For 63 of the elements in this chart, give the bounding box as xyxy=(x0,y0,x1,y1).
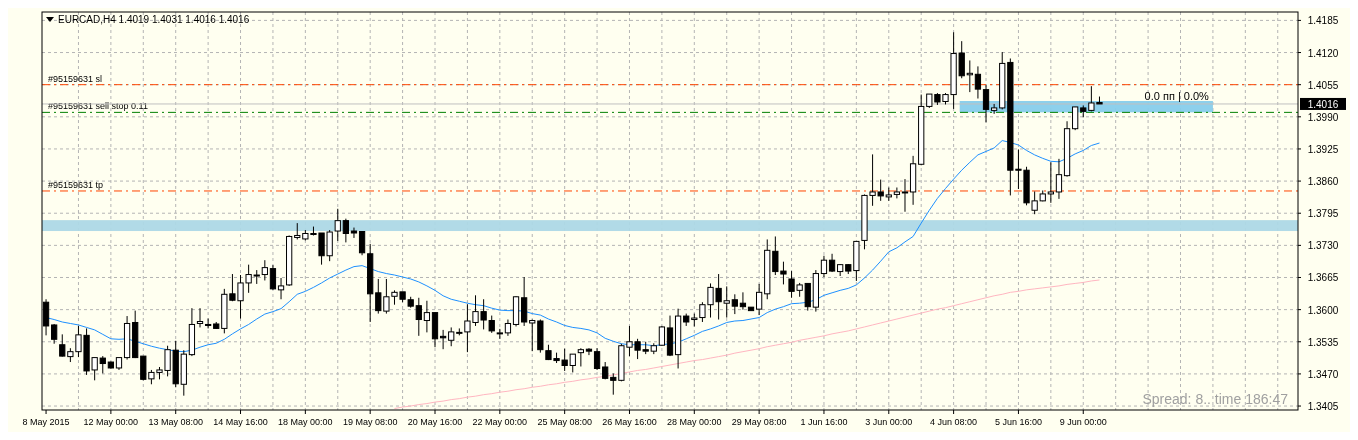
candlestick xyxy=(261,259,268,281)
candlestick xyxy=(756,283,763,316)
y-tick-label: 1.3925 xyxy=(1307,143,1339,155)
candlestick xyxy=(974,65,982,100)
x-tick-label: 20 May 16:00 xyxy=(407,417,463,427)
x-tick-label: 14 May 16:00 xyxy=(213,417,268,427)
text: Spread: 8.. time 186:47 xyxy=(1142,391,1289,407)
x-tick-label: 26 May 16:00 xyxy=(602,417,657,427)
ref-line-label: #95159631 sell stop 0.11 xyxy=(48,101,148,112)
candlestick xyxy=(448,326,455,347)
candlestick xyxy=(982,84,990,123)
y-tick-label: 1.3860 xyxy=(1307,176,1339,188)
y-tick-label: 1.3535 xyxy=(1307,336,1339,348)
candlestick xyxy=(1047,161,1054,204)
y-tick-label: 1.3665 xyxy=(1307,272,1339,284)
y-tick-label: 1.4185 xyxy=(1307,15,1339,27)
chart-title: EURCAD,H4 1.4019 1.4031 1.4016 1.4016 xyxy=(58,14,250,25)
candlestick xyxy=(1072,106,1079,131)
x-tick-label: 29 May 08:00 xyxy=(731,417,787,427)
candlestick xyxy=(277,277,285,300)
candlestick xyxy=(593,347,601,371)
candlestick xyxy=(423,300,431,333)
line-series xyxy=(393,279,1100,410)
x-tick-label: 5 Jun 16:00 xyxy=(994,417,1042,427)
y-tick-label: 1.4055 xyxy=(1307,79,1339,91)
candlestick xyxy=(893,187,901,199)
ref-line-label: 1.4016 xyxy=(1307,98,1339,110)
x-tick-label: 12 May 00:00 xyxy=(83,417,139,427)
candlestick xyxy=(991,103,998,115)
x-tick-label: 19 May 08:00 xyxy=(342,417,398,427)
candlestick xyxy=(196,307,204,328)
candlestick xyxy=(731,293,738,315)
y-tick-label: 1.3730 xyxy=(1307,240,1339,252)
x-tick-label: 13 May 08:00 xyxy=(148,417,203,427)
y-tick-label: 1.3470 xyxy=(1307,368,1339,380)
x-tick-label: 4 Jun 08:00 xyxy=(930,417,978,427)
candlestick xyxy=(350,227,358,239)
y-tick-label: 1.3405 xyxy=(1307,401,1339,413)
ref-line-label: #95159631 sl xyxy=(48,73,103,84)
x-tick-label: 25 May 08:00 xyxy=(537,417,592,427)
candlestick xyxy=(358,230,366,256)
x-tick-label: 1 Jun 16:00 xyxy=(800,417,848,427)
ref-line-label: #95159631 tp xyxy=(48,179,104,190)
x-tick-label: 9 Jun 00:00 xyxy=(1059,417,1107,427)
candlestick xyxy=(415,297,422,337)
x-tick-label: 8 May 2015 xyxy=(22,417,70,427)
candlestick xyxy=(585,347,593,356)
x-tick-label: 3 Jun 00:00 xyxy=(865,417,913,427)
candlestick xyxy=(342,218,349,243)
y-tick-label: 1.3600 xyxy=(1307,304,1339,316)
candlestick xyxy=(820,255,828,278)
band-label: 0.0 пп | 0.0% xyxy=(1144,89,1210,102)
candlestick xyxy=(901,178,909,213)
candlestick xyxy=(1055,158,1063,200)
x-tick-label: 28 May 00:00 xyxy=(667,417,722,427)
x-tick-label: 22 May 00:00 xyxy=(472,417,528,427)
candlestick xyxy=(269,264,277,291)
y-tick-label: 1.3990 xyxy=(1307,111,1339,123)
candlestick xyxy=(204,318,212,329)
x-tick-label: 18 May 00:00 xyxy=(278,417,333,427)
y-tick-label: 1.3795 xyxy=(1307,208,1339,220)
y-tick-label: 1.4120 xyxy=(1307,47,1339,59)
candlestick xyxy=(577,347,584,367)
